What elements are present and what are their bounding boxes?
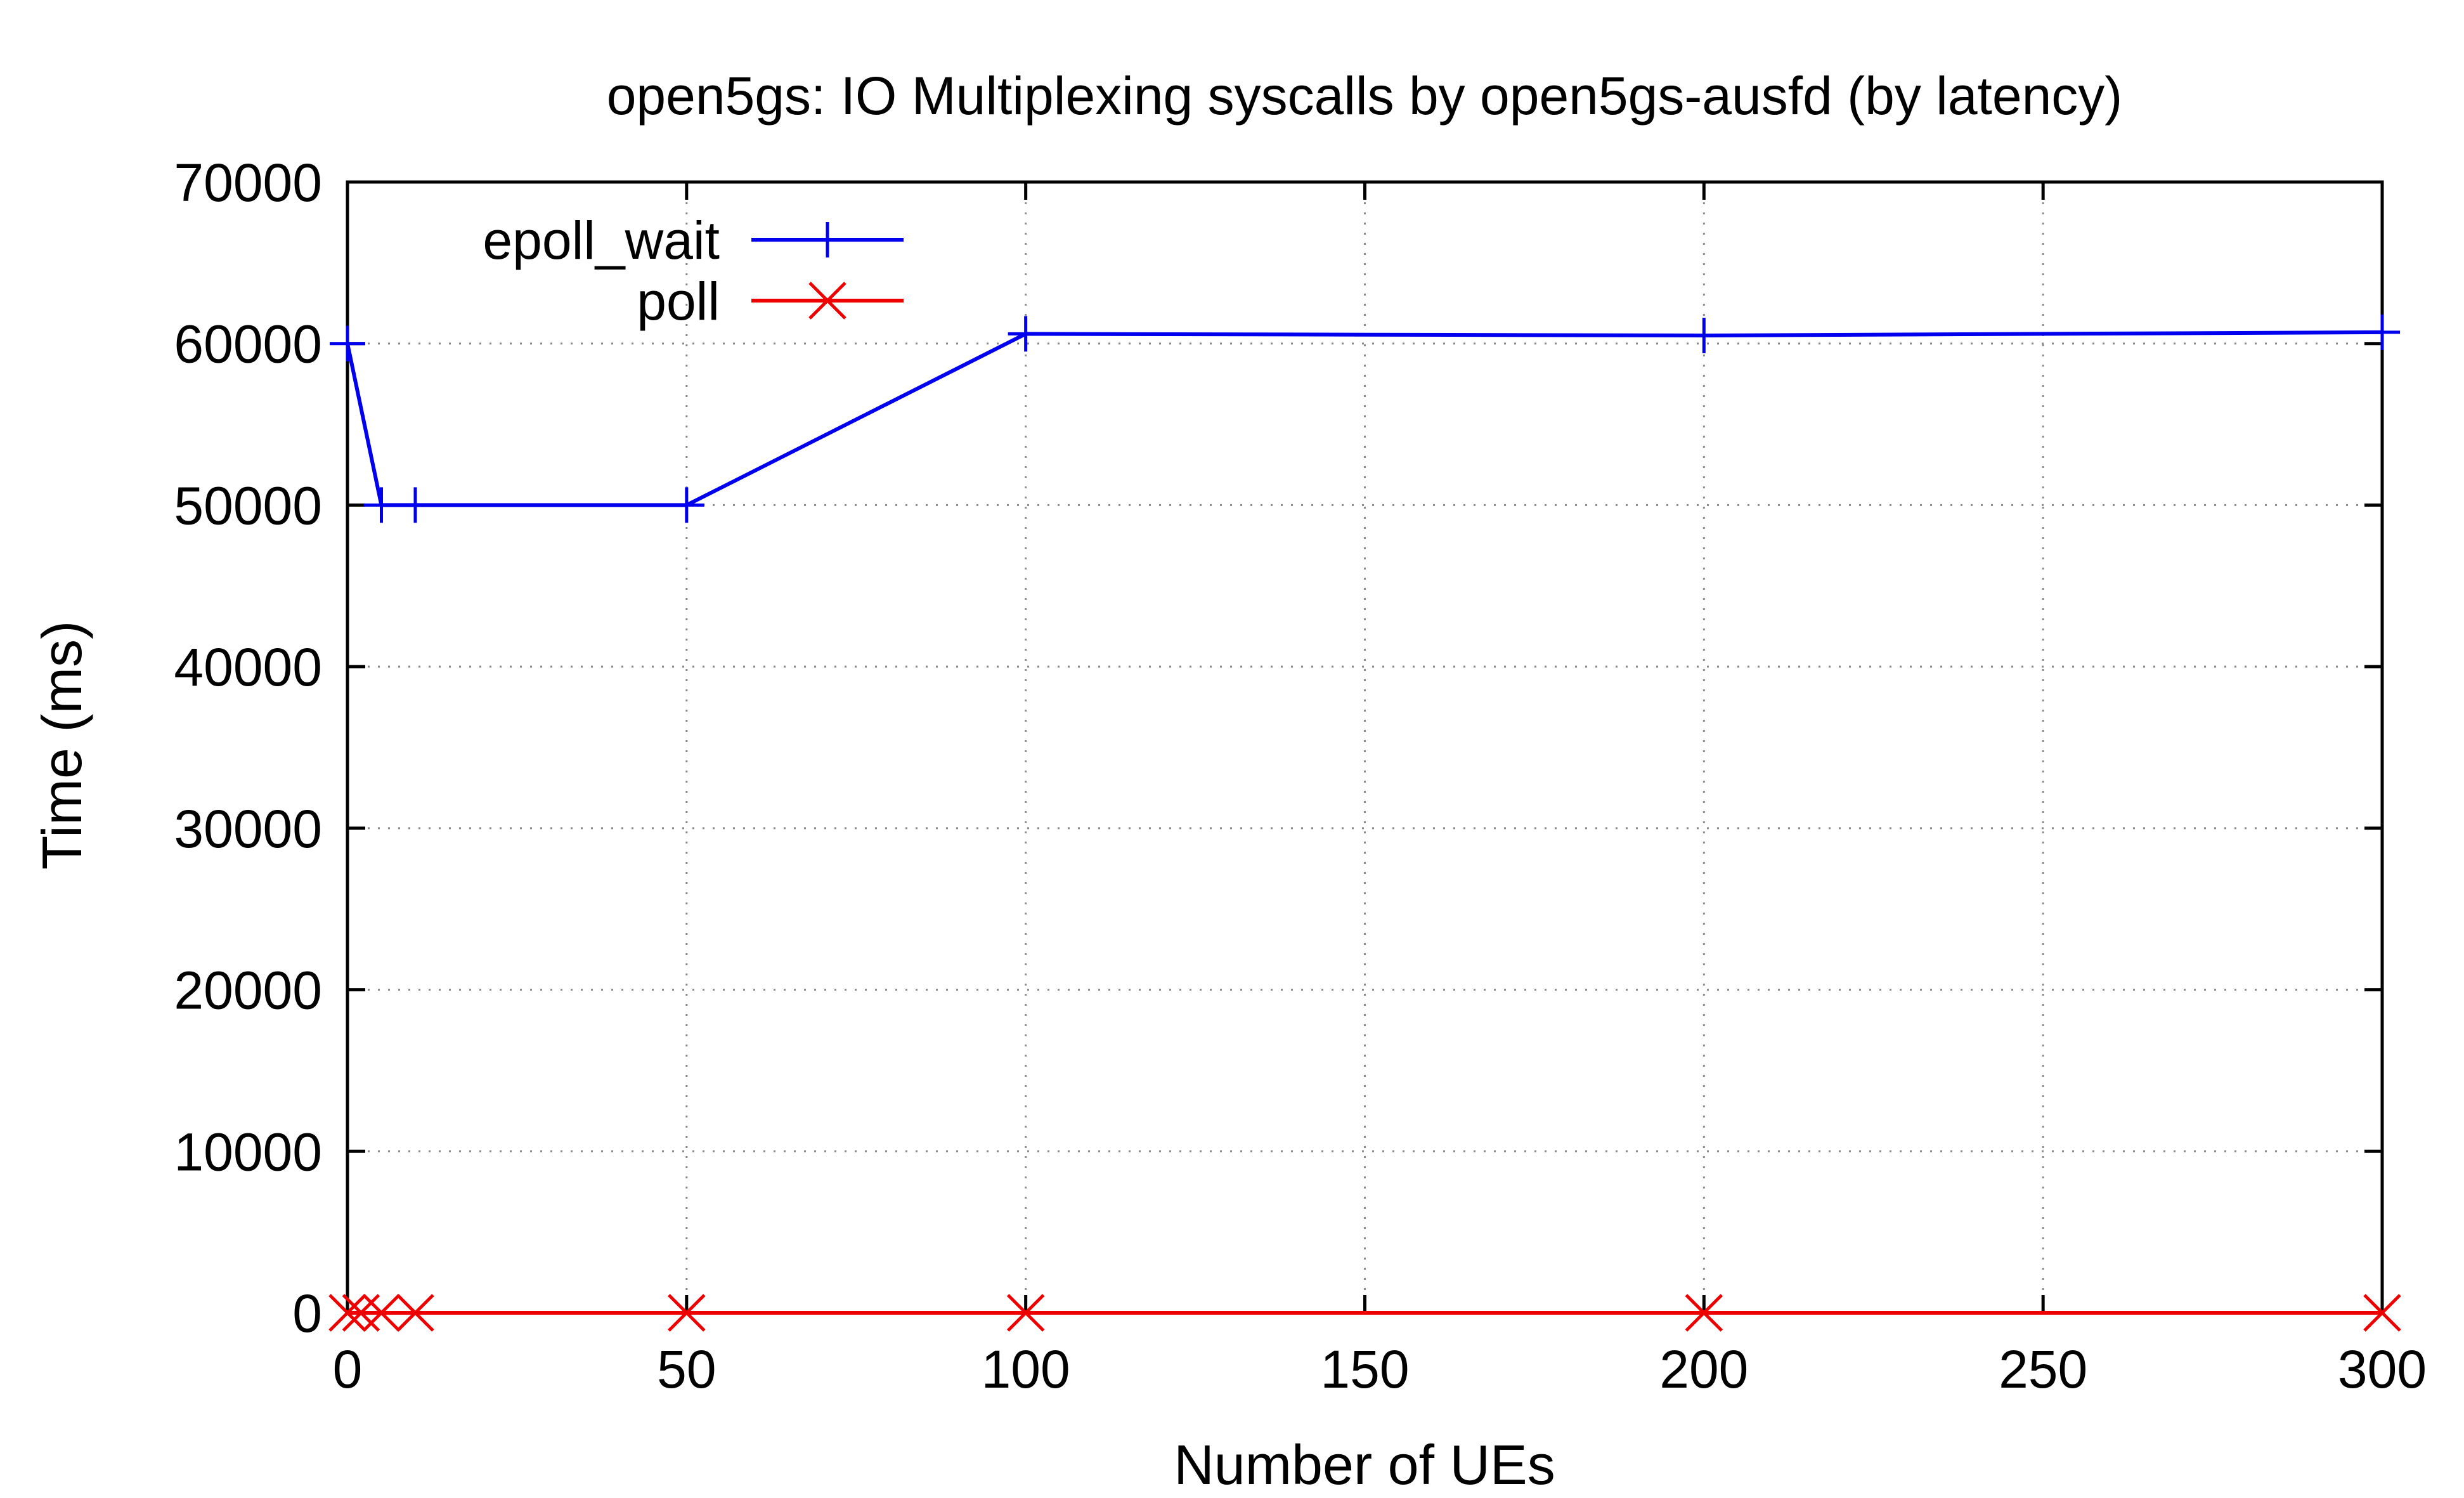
data-point-epoll-wait: [397, 487, 433, 523]
data-point-poll: [328, 1294, 366, 1332]
y-tick-label: 50000: [174, 476, 322, 535]
y-tick-label: 20000: [174, 961, 322, 1020]
chart-title: open5gs: IO Multiplexing syscalls by ope…: [607, 66, 2123, 126]
y-tick-label: 30000: [174, 799, 322, 859]
legend-label: poll: [637, 271, 720, 331]
y-tick-label: 0: [292, 1284, 322, 1343]
marker-poll-d2: [362, 1294, 401, 1332]
marker-poll-d2: [668, 1294, 706, 1332]
data-point-epoll-wait: [2364, 314, 2400, 350]
marker-poll-d2: [1006, 1294, 1045, 1332]
grid-lines: [347, 182, 2382, 1313]
x-tick-label: 200: [1659, 1339, 1748, 1399]
data-point-poll: [362, 1294, 401, 1332]
data-series: [328, 314, 2401, 1332]
data-point-poll: [668, 1294, 706, 1332]
x-tick-label: 100: [982, 1339, 1070, 1399]
x-tick-label: 50: [657, 1339, 716, 1399]
x-axis-ticks: 0 50 100 150 200 250 300: [333, 182, 2427, 1399]
y-tick-label: 70000: [174, 153, 322, 212]
y-tick-label: 40000: [174, 637, 322, 697]
legend-label: epoll_wait: [483, 211, 720, 270]
y-tick-label: 60000: [174, 315, 322, 374]
data-point-poll: [396, 1294, 434, 1332]
series-poll: [328, 1294, 2401, 1332]
data-point-poll: [342, 1294, 380, 1332]
legend-item-epoll-wait: epoll_wait: [483, 211, 904, 270]
y-tick-label: 10000: [174, 1122, 322, 1182]
data-point-poll: [1685, 1294, 1723, 1332]
data-point-poll: [2363, 1294, 2401, 1332]
marker-poll-d2: [342, 1294, 380, 1332]
x-tick-label: 300: [2338, 1339, 2427, 1399]
x-tick-label: 150: [1320, 1339, 1409, 1399]
marker-poll-d2: [328, 1294, 366, 1332]
data-point-epoll-wait: [668, 487, 704, 523]
data-point-epoll-wait: [363, 487, 399, 523]
marker-poll-d2: [2363, 1294, 2401, 1332]
data-point-epoll-wait: [1008, 316, 1044, 352]
x-tick-label: 250: [1999, 1339, 2087, 1399]
y-axis-label: Time (ms): [30, 621, 93, 870]
data-point-epoll-wait: [1686, 317, 1722, 353]
data-point-epoll-wait: [330, 325, 365, 361]
marker-poll-d2: [1685, 1294, 1723, 1332]
series-epoll-wait: [330, 314, 2400, 523]
data-point-poll: [1006, 1294, 1045, 1332]
x-axis-label: Number of UEs: [1174, 1433, 1555, 1496]
marker-poll-d2: [396, 1294, 434, 1332]
x-tick-label: 0: [333, 1339, 363, 1399]
y-axis-ticks: 0 10000 20000 30000 40000 50000 60000 70000: [174, 153, 2382, 1343]
legend-item-poll: poll: [637, 271, 904, 331]
legend-marker-poll-d2: [808, 282, 846, 320]
